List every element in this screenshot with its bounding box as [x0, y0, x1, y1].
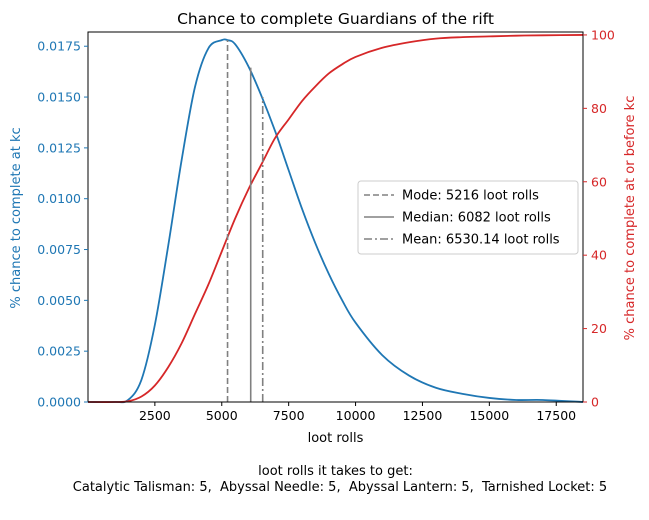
y-left-tick-label: 0.0100 — [37, 191, 81, 206]
caption-line-1: loot rolls it takes to get: — [258, 464, 413, 479]
series-line-cdf — [87, 34, 584, 403]
chart-title: Chance to complete Guardians of the rift — [177, 10, 494, 28]
y-right-tick-label: 60 — [591, 174, 607, 189]
legend-label: Mode: 5216 loot rolls — [402, 189, 539, 204]
legend-box — [357, 180, 579, 255]
y-right-tick-label: 80 — [591, 101, 607, 116]
y-left-tick-label: 0.0150 — [37, 90, 81, 105]
x-tick-label: 15000 — [469, 408, 509, 423]
y-axis-right-title: % chance to complete at or before kc — [623, 96, 638, 341]
y-left-tick-label: 0.0025 — [37, 344, 81, 359]
series-line-pdf — [87, 38, 584, 404]
x-axis-title: loot rolls — [308, 431, 364, 446]
legend-label: Median: 6082 loot rolls — [402, 211, 551, 226]
y-right-tick-label: 0 — [591, 395, 599, 410]
legend-label: Mean: 6530.14 loot rolls — [402, 233, 560, 248]
y-right-tick-label: 20 — [591, 321, 607, 336]
x-tick-label: 12500 — [403, 408, 443, 423]
x-tick-label: 7500 — [273, 408, 305, 423]
x-tick-label: 2500 — [139, 408, 171, 423]
x-tick-label: 5000 — [206, 408, 238, 423]
y-left-tick-label: 0.0050 — [37, 293, 81, 308]
y-left-tick-label: 0.0175 — [37, 39, 81, 54]
x-tick-label: 17500 — [536, 408, 576, 423]
plot-area: 2500 5000 7500 10000 12500 15000 17500 0.0000 0.… — [37, 27, 615, 423]
plot-frame — [87, 31, 584, 403]
caption-line-2: Catalytic Talisman: 5, Abyssal Needle: 5… — [73, 480, 607, 495]
y-right-tick-label: 40 — [591, 248, 607, 263]
y-left-tick-label: 0.0075 — [37, 242, 81, 257]
x-tick-label: 10000 — [336, 408, 376, 423]
y-right-tick-label: 100 — [591, 27, 615, 42]
y-left-tick-label: 0.0000 — [37, 395, 81, 410]
legend: Mode: 5216 loot rolls Median: 6082 loot r… — [357, 180, 579, 255]
y-axis-left-title: % chance to complete at kc — [9, 127, 24, 308]
y-left-tick-label: 0.0125 — [37, 140, 81, 155]
